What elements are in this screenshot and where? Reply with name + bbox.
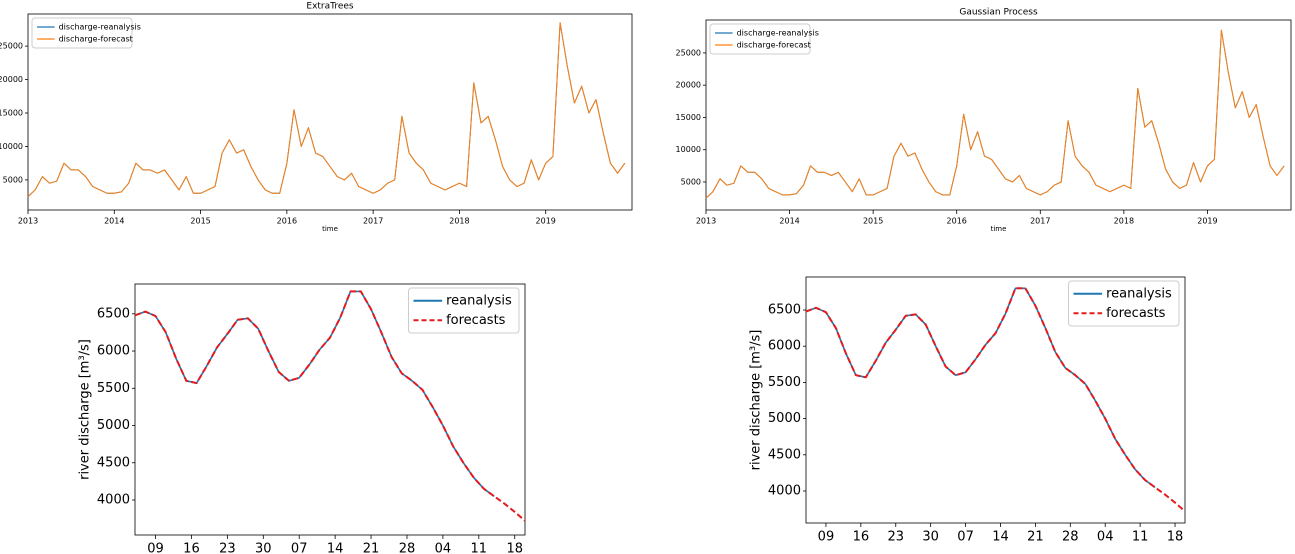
x-tick-label: 23 <box>887 529 904 544</box>
legend-label: discharge-reanalysis <box>59 23 141 32</box>
x-axis-label: time <box>991 225 1007 233</box>
y-tick-label: 6500 <box>97 306 130 321</box>
legend-label: forecasts <box>446 313 506 328</box>
y-axis-label: river discharge [m³/s] <box>749 330 764 471</box>
x-tick-label: 2014 <box>104 216 124 225</box>
x-tick-label: 2017 <box>363 216 383 225</box>
y-tick-label: 4500 <box>768 447 801 462</box>
y-tick-label: 20000 <box>0 75 23 84</box>
x-tick-label: 23 <box>219 541 236 554</box>
x-tick-label: 2018 <box>449 216 469 225</box>
y-tick-label: 6500 <box>768 303 801 318</box>
y-tick-label: 10000 <box>0 142 23 151</box>
legend-box <box>31 17 133 49</box>
x-tick-label: 2015 <box>190 216 210 225</box>
x-tick-label: 2018 <box>1114 216 1134 225</box>
y-tick-label: 25000 <box>676 48 701 57</box>
series-line <box>805 287 1186 513</box>
legend-label: reanalysis <box>1106 286 1172 301</box>
x-tick-label: 2013 <box>696 216 716 225</box>
legend-label: discharge-reanalysis <box>737 29 819 38</box>
y-tick-label: 5000 <box>768 411 801 426</box>
legend-box <box>1068 280 1180 327</box>
x-tick-label: 16 <box>183 541 200 554</box>
y-tick-label: 5500 <box>97 381 130 396</box>
y-tick-label: 5000 <box>681 177 701 186</box>
chart-title: ExtraTrees <box>306 2 354 12</box>
x-tick-label: 11 <box>471 541 488 554</box>
x-tick-label: 2016 <box>947 216 967 225</box>
plot-frame <box>705 19 1292 211</box>
x-tick-label: 07 <box>957 529 974 544</box>
y-tick-label: 5500 <box>768 375 801 390</box>
legend-box <box>709 23 811 55</box>
x-tick-label: 04 <box>435 541 452 554</box>
legend-box <box>408 287 520 334</box>
x-tick-label: 11 <box>1132 529 1149 544</box>
y-tick-label: 6000 <box>768 339 801 354</box>
y-tick-label: 4500 <box>97 455 130 470</box>
plot-frame <box>27 13 633 211</box>
x-tick-label: 30 <box>255 541 272 554</box>
x-tick-label: 30 <box>922 529 939 544</box>
x-tick-label: 2016 <box>277 216 297 225</box>
plot-frame <box>805 276 1186 524</box>
x-tick-label: 2019 <box>1197 216 1217 225</box>
x-tick-label: 2017 <box>1030 216 1050 225</box>
y-axis-label: river discharge [m³/s] <box>78 339 93 480</box>
y-tick-label: 10000 <box>676 145 701 154</box>
legend-label: discharge-forecast <box>737 41 811 50</box>
series-line <box>27 22 626 197</box>
plot-frame <box>134 283 526 536</box>
x-tick-label: 14 <box>327 541 344 554</box>
y-tick-label: 20000 <box>676 81 701 90</box>
y-tick-label: 15000 <box>0 109 23 118</box>
y-tick-label: 5000 <box>3 175 23 184</box>
y-tick-label: 5000 <box>97 418 130 433</box>
x-tick-label: 21 <box>1027 529 1044 544</box>
y-tick-label: 25000 <box>0 42 23 51</box>
legend-label: reanalysis <box>446 293 512 308</box>
x-tick-label: 2014 <box>779 216 799 225</box>
y-tick-label: 4000 <box>768 484 801 499</box>
x-tick-label: 07 <box>291 541 308 554</box>
legend-label: discharge-forecast <box>59 35 133 44</box>
y-tick-label: 15000 <box>676 113 701 122</box>
chart-title: Gaussian Process <box>959 8 1038 18</box>
x-tick-label: 09 <box>818 529 835 544</box>
legend-label: forecasts <box>1106 306 1166 321</box>
series-line <box>705 29 1285 199</box>
x-tick-label: 18 <box>506 541 523 554</box>
x-tick-label: 18 <box>1167 529 1184 544</box>
x-tick-label: 28 <box>399 541 416 554</box>
series-line <box>134 290 526 522</box>
x-tick-label: 09 <box>147 541 164 554</box>
y-tick-label: 6000 <box>97 344 130 359</box>
x-axis-label: time <box>322 225 338 233</box>
x-tick-label: 28 <box>1062 529 1079 544</box>
y-tick-label: 4000 <box>97 492 130 507</box>
x-tick-label: 16 <box>853 529 870 544</box>
x-tick-label: 04 <box>1097 529 1114 544</box>
x-tick-label: 2019 <box>536 216 556 225</box>
x-tick-label: 2015 <box>863 216 883 225</box>
x-tick-label: 21 <box>363 541 380 554</box>
x-tick-label: 2013 <box>18 216 38 225</box>
x-tick-label: 14 <box>992 529 1009 544</box>
